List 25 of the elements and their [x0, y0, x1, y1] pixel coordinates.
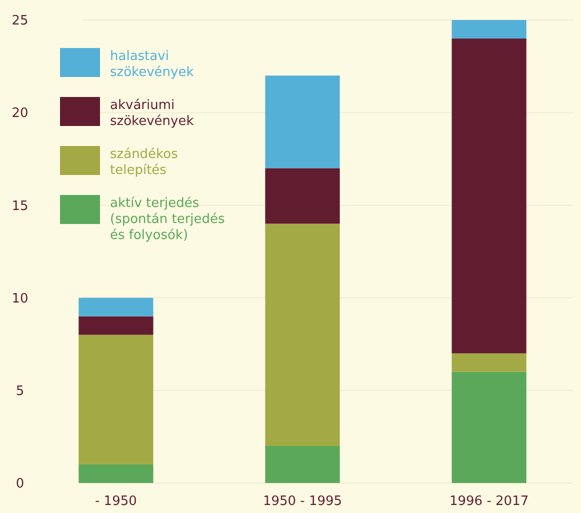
y-tick-label: 0: [16, 476, 24, 492]
legend-label: aktív terjedés (spontán terjedés és folyosók): [110, 196, 229, 243]
bar: [78, 316, 154, 335]
legend-label: akváriumi szökevények: [110, 98, 194, 129]
bar: [265, 76, 340, 168]
bar: [265, 224, 340, 446]
bar: [78, 298, 154, 316]
bar: [265, 446, 340, 483]
y-tick-label: 20: [12, 106, 28, 122]
bar: [452, 353, 526, 372]
bar: [452, 20, 526, 39]
bar: [78, 464, 154, 483]
y-tick-label: 15: [12, 198, 28, 214]
x-tick-label: 1996 - 2017: [449, 494, 529, 509]
bar: [452, 372, 526, 483]
legend-label: szándékos telepítés: [110, 147, 182, 178]
bar: [452, 38, 526, 354]
x-tick-label: 1950 - 1995: [262, 494, 342, 509]
y-tick-label: 10: [12, 291, 28, 306]
legend-label: halastavi szökevények: [110, 49, 194, 80]
y-tick-label: 25: [12, 14, 28, 29]
x-tick-label: - 1950: [94, 494, 137, 509]
bar: [265, 168, 340, 224]
bar: [78, 334, 154, 464]
y-tick-label: 5: [16, 384, 24, 399]
